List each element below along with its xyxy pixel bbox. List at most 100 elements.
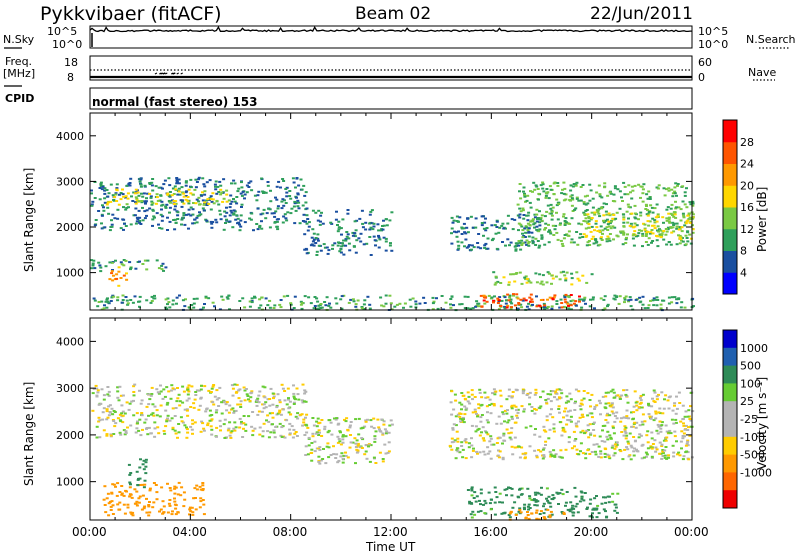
data-cell bbox=[646, 197, 650, 200]
data-cell bbox=[225, 193, 229, 196]
data-cell bbox=[609, 390, 613, 393]
data-cell bbox=[555, 303, 559, 305]
data-cell bbox=[97, 210, 101, 212]
data-cell bbox=[230, 408, 234, 411]
data-cell bbox=[547, 272, 551, 275]
data-cell bbox=[515, 293, 519, 296]
data-cell bbox=[665, 188, 668, 191]
data-cell bbox=[596, 210, 600, 213]
data-cell bbox=[646, 214, 650, 217]
data-cell bbox=[569, 501, 573, 504]
data-cell bbox=[465, 246, 469, 249]
power-cb-tick: 28 bbox=[740, 136, 754, 149]
data-cell bbox=[363, 425, 367, 428]
data-cell bbox=[515, 244, 519, 247]
data-cell bbox=[217, 191, 221, 193]
data-cell bbox=[538, 513, 542, 515]
data-cell bbox=[205, 202, 209, 205]
data-cell bbox=[508, 296, 512, 299]
data-cell bbox=[510, 427, 514, 430]
data-cell bbox=[269, 431, 273, 434]
data-cell bbox=[309, 302, 313, 305]
data-cell bbox=[205, 181, 209, 184]
data-cell bbox=[517, 496, 521, 499]
data-cell bbox=[297, 201, 301, 204]
data-cell bbox=[168, 191, 172, 193]
noise-left-tick: 10^0 bbox=[52, 38, 82, 51]
data-cell bbox=[142, 200, 146, 203]
data-cell bbox=[256, 397, 260, 400]
data-cell bbox=[191, 513, 195, 516]
data-cell bbox=[147, 393, 150, 396]
data-cell bbox=[267, 207, 271, 210]
data-cell bbox=[521, 207, 525, 210]
data-cell bbox=[171, 303, 175, 306]
data-cell bbox=[107, 192, 111, 195]
data-cell bbox=[360, 209, 364, 212]
data-cell bbox=[259, 304, 263, 307]
data-cell bbox=[621, 200, 624, 202]
data-cell bbox=[590, 416, 594, 419]
data-cell bbox=[305, 252, 309, 255]
data-cell bbox=[470, 248, 473, 251]
data-cell bbox=[646, 243, 650, 246]
data-cell bbox=[160, 200, 164, 203]
data-cell bbox=[265, 212, 269, 215]
data-cell bbox=[337, 438, 341, 440]
data-cell bbox=[691, 213, 695, 216]
data-cell bbox=[408, 298, 412, 301]
data-cell bbox=[135, 412, 139, 415]
data-cell bbox=[662, 439, 666, 442]
data-cell bbox=[584, 217, 588, 220]
data-cell bbox=[275, 404, 279, 407]
data-cell bbox=[218, 308, 222, 311]
data-cell bbox=[178, 404, 182, 407]
data-cell bbox=[98, 436, 102, 439]
data-cell bbox=[574, 304, 578, 307]
data-cell bbox=[552, 234, 556, 236]
data-cell bbox=[267, 420, 271, 423]
data-cell bbox=[537, 449, 541, 452]
data-cell bbox=[262, 208, 266, 211]
data-cell bbox=[240, 206, 243, 208]
data-cell bbox=[323, 425, 327, 428]
data-cell bbox=[191, 222, 195, 225]
data-cell bbox=[608, 214, 612, 217]
data-cell bbox=[123, 222, 126, 225]
data-cell bbox=[260, 220, 263, 223]
data-cell bbox=[110, 261, 114, 264]
data-cell bbox=[293, 295, 297, 298]
data-cell bbox=[527, 280, 531, 283]
data-cell bbox=[613, 187, 617, 190]
data-cell bbox=[175, 182, 179, 185]
data-cell bbox=[676, 183, 680, 185]
data-cell bbox=[658, 452, 662, 455]
data-cell bbox=[320, 211, 323, 214]
data-cell bbox=[97, 420, 101, 423]
data-cell bbox=[242, 415, 246, 417]
data-cell bbox=[201, 488, 205, 490]
data-cell bbox=[296, 417, 300, 420]
data-cell bbox=[613, 415, 617, 417]
data-cell bbox=[292, 428, 296, 431]
data-cell bbox=[589, 189, 593, 192]
data-cell bbox=[134, 188, 138, 191]
data-cell bbox=[370, 425, 374, 428]
data-cell bbox=[138, 305, 141, 308]
data-cell bbox=[115, 494, 119, 497]
data-cell bbox=[462, 421, 466, 424]
data-cell bbox=[528, 391, 532, 394]
data-cell bbox=[129, 177, 133, 180]
data-cell bbox=[116, 396, 120, 399]
data-cell bbox=[311, 432, 315, 435]
data-cell bbox=[637, 218, 640, 221]
data-cell bbox=[93, 267, 97, 270]
data-cell bbox=[305, 424, 309, 427]
data-cell bbox=[368, 303, 372, 306]
data-cell bbox=[318, 223, 322, 226]
data-cell bbox=[296, 393, 300, 396]
data-cell bbox=[665, 219, 669, 222]
data-cell bbox=[179, 494, 183, 497]
data-cell bbox=[317, 244, 321, 247]
data-cell bbox=[297, 184, 301, 187]
